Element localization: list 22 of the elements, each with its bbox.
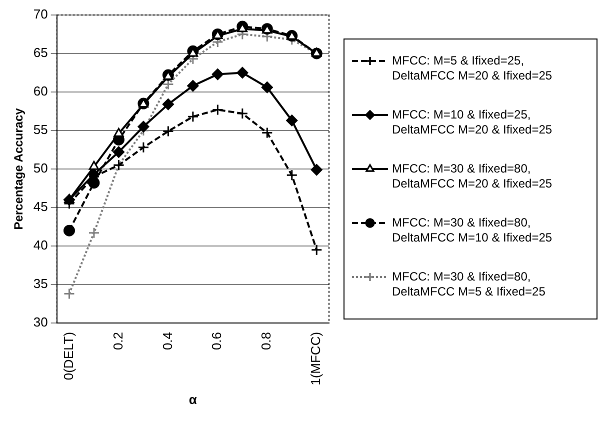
y-tick-label: 40 bbox=[33, 238, 48, 253]
x-tick-label: 0.4 bbox=[160, 332, 175, 350]
y-axis-title: Percentage Accuracy bbox=[12, 108, 26, 230]
y-tick-label: 65 bbox=[33, 45, 48, 60]
legend-label: MFCC: M=30 & Ifixed=80, DeltaMFCC M=5 & Ifixed=25 bbox=[392, 269, 546, 298]
y-tick-label: 30 bbox=[33, 314, 48, 330]
y-tick-label: 35 bbox=[33, 276, 48, 292]
x-tick-label: 0.2 bbox=[110, 332, 126, 350]
y-tick-label: 70 bbox=[33, 6, 48, 22]
legend-label: MFCC: M=30 & Ifixed=80, DeltaMFCC M=20 & Ifixed=25 bbox=[392, 161, 552, 190]
y-tick-label: 50 bbox=[33, 160, 48, 176]
y-tick-label: 45 bbox=[33, 199, 48, 214]
x-tick-label: 0.6 bbox=[209, 332, 224, 350]
legend-label: MFCC: M=10 & Ifixed=25, DeltaMFCC M=20 & Ifixed=25 bbox=[392, 107, 552, 136]
legend-label: MFCC: M=5 & Ifixed=25, DeltaMFCC M=20 & Ifixed=25 bbox=[392, 53, 552, 82]
y-tick-label: 55 bbox=[33, 122, 48, 138]
x-tick-label: 0.8 bbox=[258, 332, 274, 350]
legend-label: MFCC: M=30 & Ifixed=80, DeltaMFCC M=10 & Ifixed=25 bbox=[392, 215, 552, 244]
x-axis-title: α bbox=[188, 392, 197, 407]
x-tick-label: 1(MFCC) bbox=[308, 332, 324, 386]
x-tick-label: 0(DELT) bbox=[60, 332, 76, 380]
y-tick-label: 60 bbox=[33, 84, 48, 99]
